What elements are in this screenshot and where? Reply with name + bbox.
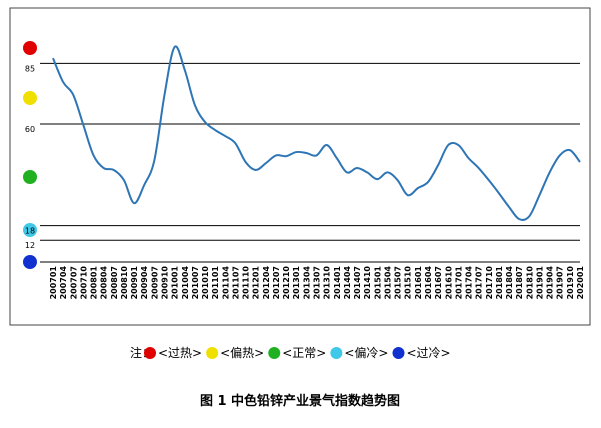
x-tick-label: 200901	[130, 266, 139, 300]
caption: 图 1 中色铅锌产业景气指数趋势图	[200, 393, 400, 409]
legend-label: <过热>	[158, 346, 202, 360]
x-tick-label: 201910	[566, 266, 575, 300]
x-tick-label: 201807	[515, 266, 524, 299]
x-tick-label: 201607	[434, 266, 443, 299]
x-tick-label: 201604	[424, 266, 433, 300]
y-tick-label: 85	[25, 64, 35, 73]
x-tick-label: 201707	[475, 266, 484, 299]
x-tick-label: 201104	[221, 266, 230, 300]
legend-swatch	[206, 347, 219, 359]
x-tick-label: 202001	[576, 266, 585, 300]
x-tick-label: 201701	[454, 266, 463, 300]
x-tick-label: 201007	[191, 266, 200, 299]
x-tick-label: 201710	[485, 266, 494, 300]
legend-swatch	[330, 347, 343, 359]
x-tick-label: 200904	[140, 266, 149, 300]
legend-label: <偏热>	[220, 345, 264, 360]
x-tick-label: 201001	[171, 266, 180, 300]
x-tick-label: 201404	[343, 266, 352, 300]
y-tick-label: 60	[25, 125, 35, 134]
x-tick-label: 201504	[383, 266, 392, 300]
x-tick-label: 201810	[525, 266, 534, 300]
x-tick-label: 200804	[100, 266, 109, 300]
indicator	[23, 223, 37, 237]
x-tick-label: 200907	[150, 266, 159, 299]
x-tick-label: 201010	[201, 266, 210, 300]
plot-frame	[9, 7, 591, 326]
indicator	[23, 41, 37, 55]
x-tick-label: 201501	[373, 266, 382, 300]
indicator	[23, 255, 37, 269]
x-tick-label: 201510	[404, 266, 413, 300]
indicator	[23, 170, 37, 184]
data-line	[52, 45, 581, 221]
x-tick-label: 201801	[495, 266, 504, 300]
x-tick-label: 200910	[160, 266, 169, 300]
x-tick-label: 200810	[120, 266, 129, 300]
x-tick-label: 201601	[414, 266, 423, 300]
x-tick-label: 201401	[333, 266, 342, 300]
x-tick-label: 201204	[262, 266, 271, 300]
x-tick-label: 201201	[252, 266, 261, 300]
x-tick-label: 201210	[282, 266, 291, 300]
x-tick-label: 201901	[535, 266, 544, 300]
legend-swatch	[392, 347, 405, 359]
legend-label: <过冷>	[407, 346, 451, 360]
x-tick-label: 200707	[69, 266, 78, 299]
x-tick-label: 201110	[242, 266, 251, 300]
legend-label: <正常>	[282, 346, 326, 360]
x-tick-label: 201410	[363, 266, 372, 300]
x-tick-label: 201310	[323, 266, 332, 300]
x-tick-label: 201704	[465, 266, 474, 300]
y-tick-label: 12	[25, 241, 35, 250]
x-tick-label: 201301	[292, 266, 301, 300]
x-tick-label: 201407	[353, 266, 362, 299]
x-tick-label: 201904	[546, 266, 555, 300]
legend-label: <偏冷>	[344, 345, 388, 360]
x-tick-label: 200807	[110, 266, 119, 299]
level-indicators	[23, 41, 37, 269]
x-tick-label: 201101	[211, 266, 220, 300]
x-tick-label: 200701	[49, 266, 58, 300]
x-tick-label: 200801	[90, 266, 99, 300]
x-tick-label: 201004	[181, 266, 190, 300]
y-tick-label: 18	[25, 227, 35, 236]
legend-swatch	[268, 347, 281, 359]
legend-swatch	[144, 347, 156, 359]
x-tick-label: 201507	[394, 266, 403, 299]
x-tick-label: 200710	[79, 266, 88, 300]
indicator	[23, 91, 37, 105]
x-tick-label: 200704	[59, 266, 68, 300]
x-tick-label: 201207	[272, 266, 281, 299]
x-tick-label: 201304	[302, 266, 311, 300]
x-tick-label: 201610	[444, 266, 453, 300]
x-tick-label: 201107	[231, 266, 240, 299]
x-tick-label: 201804	[505, 266, 514, 300]
x-tick-label: 201307	[313, 266, 322, 299]
x-tick-label: 201907	[556, 266, 565, 299]
